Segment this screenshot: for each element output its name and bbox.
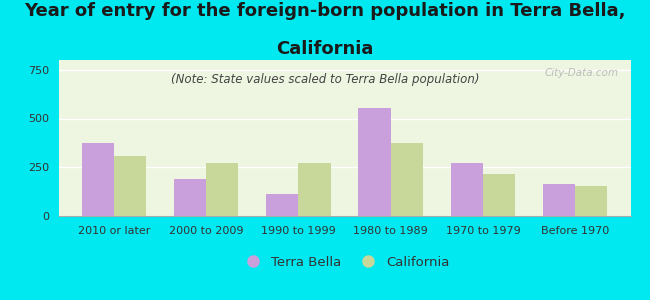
Legend: Terra Bella, California: Terra Bella, California <box>234 251 455 274</box>
Text: Year of entry for the foreign-born population in Terra Bella,: Year of entry for the foreign-born popul… <box>24 2 626 20</box>
Bar <box>483 174 515 216</box>
Bar <box>391 143 423 216</box>
Bar <box>81 143 114 216</box>
Text: City-Data.com: City-Data.com <box>545 68 619 78</box>
Bar <box>358 108 391 216</box>
Bar <box>575 186 608 216</box>
Bar <box>450 163 483 216</box>
Bar <box>114 155 146 216</box>
Bar <box>543 184 575 216</box>
Bar <box>266 194 298 216</box>
Bar <box>174 179 206 216</box>
Text: California: California <box>276 40 374 58</box>
Bar <box>298 163 331 216</box>
Text: (Note: State values scaled to Terra Bella population): (Note: State values scaled to Terra Bell… <box>171 74 479 86</box>
Bar <box>206 163 239 216</box>
